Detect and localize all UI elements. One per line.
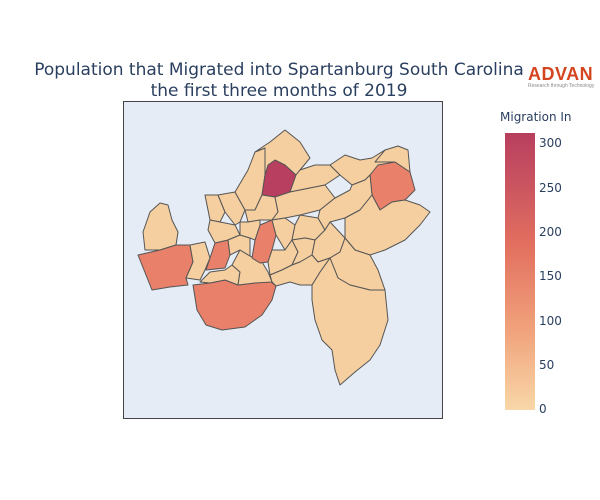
region-nw-1[interactable]: [204, 194, 226, 223]
region-southwest[interactable]: [192, 279, 277, 331]
colorbar-tick-100: 100: [539, 314, 562, 328]
colorbar-tick-50: 50: [539, 358, 555, 372]
title-line-1: Population that Migrated into Spartanbur…: [34, 60, 524, 80]
logo-name: ADVAN: [528, 64, 594, 84]
region-west[interactable]: [137, 244, 194, 291]
colorbar: [505, 133, 535, 410]
chart-title: Population that Migrated into Spartanbur…: [0, 60, 558, 102]
region-center-left[interactable]: [239, 219, 261, 241]
colorbar-tick-150: 150: [539, 269, 562, 283]
region-center-west[interactable]: [205, 239, 231, 271]
colorbar-tick-200: 200: [539, 225, 562, 239]
colorbar-tick-300: 300: [539, 136, 562, 150]
region-south-long[interactable]: [311, 257, 389, 386]
advan-logo: ADVAN Research through Technology: [528, 65, 598, 91]
region-northeast-top[interactable]: [374, 145, 411, 173]
colorbar-tick-0: 0: [539, 402, 547, 416]
colorbar-title: Migration In: [500, 110, 572, 124]
logo-tagline: Research through Technology: [528, 83, 595, 89]
region-left-middle[interactable]: [185, 241, 211, 281]
colorbar-tick-250: 250: [539, 181, 562, 195]
title-line-2: the first three months of 2019: [150, 81, 408, 101]
region-northwest[interactable]: [142, 202, 179, 251]
region-south-left[interactable]: [269, 254, 331, 287]
choropleth-map[interactable]: [123, 101, 443, 419]
